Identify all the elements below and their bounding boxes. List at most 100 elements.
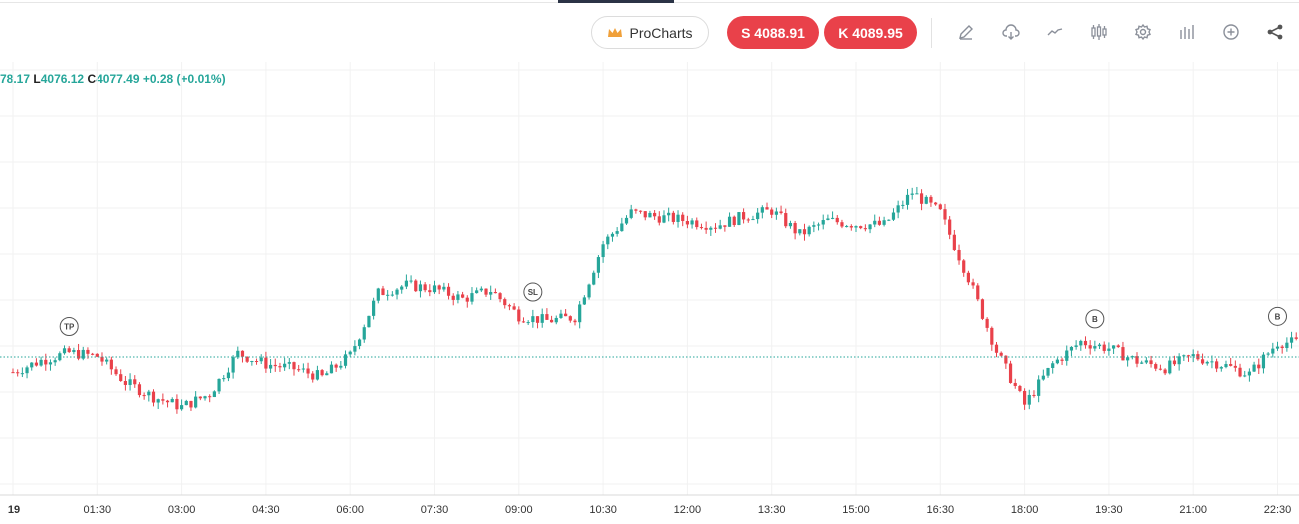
candle-up — [910, 193, 914, 195]
candle-down — [297, 369, 301, 371]
candle-up — [236, 350, 240, 358]
candle-down — [34, 362, 39, 366]
candle-up — [62, 348, 67, 354]
candle-up — [456, 294, 460, 300]
marker-label: B — [1092, 315, 1098, 324]
gear-icon[interactable] — [1133, 22, 1153, 42]
candle-down — [142, 395, 146, 397]
x-tick-label: 04:30 — [252, 504, 280, 516]
candle-up — [30, 362, 34, 368]
candle-up — [1219, 367, 1223, 369]
candle-up — [1111, 345, 1116, 349]
candle-down — [938, 204, 942, 210]
buy-button[interactable]: K 4089.95 — [824, 16, 917, 49]
candle-up — [250, 361, 254, 363]
candle-down — [863, 228, 867, 230]
candle-up — [554, 317, 558, 323]
x-tick-label: 15:00 — [842, 504, 870, 516]
pencil-icon[interactable] — [956, 22, 976, 42]
candle-down — [957, 249, 961, 261]
candle-down — [657, 216, 661, 223]
candles-icon[interactable] — [1089, 22, 1109, 42]
candle-down — [503, 299, 507, 306]
candle-down — [999, 352, 1003, 356]
candle-up — [386, 294, 390, 296]
candle-up — [1055, 359, 1059, 364]
candle-up — [582, 297, 586, 305]
candle-down — [564, 313, 568, 317]
ohlc-close-key: C — [87, 72, 97, 86]
candle-up — [690, 220, 694, 225]
marker-circle — [1268, 306, 1287, 326]
candle-down — [840, 222, 844, 227]
candle-down — [695, 220, 699, 228]
candle-up — [854, 226, 858, 228]
candle-down — [517, 309, 521, 322]
candle-up — [1074, 345, 1078, 347]
candle-up — [774, 211, 778, 215]
candle-down — [133, 379, 137, 385]
candle-up — [1247, 371, 1251, 376]
candle-up — [376, 288, 380, 301]
candle-down — [86, 349, 90, 354]
candle-down — [704, 227, 708, 230]
line-chart-icon[interactable] — [1045, 22, 1065, 42]
candle-up — [442, 286, 446, 290]
candle-up — [194, 396, 198, 408]
candle-up — [128, 379, 132, 385]
candle-up — [259, 357, 263, 362]
candle-up — [1271, 348, 1275, 354]
plus-circle-icon[interactable] — [1221, 22, 1241, 42]
candle-up — [807, 226, 811, 235]
candle-down — [1018, 385, 1022, 391]
x-tick-label: 21:00 — [1179, 504, 1207, 516]
cloud-icon[interactable] — [1001, 22, 1021, 42]
candle-up — [1182, 355, 1186, 357]
candle-down — [877, 220, 882, 225]
candle-up — [395, 289, 399, 295]
candle-up — [20, 373, 24, 375]
candle-down — [784, 213, 788, 227]
candle-down — [91, 353, 95, 355]
candle-up — [830, 217, 835, 219]
marker-label: TP — [64, 322, 75, 331]
candle-down — [713, 227, 718, 229]
candle-down — [109, 359, 113, 370]
candle-down — [264, 357, 268, 369]
candle-down — [100, 356, 104, 362]
trade-markers-layer: TP SL B B — [59, 282, 1287, 336]
candle-up — [1224, 364, 1228, 368]
marker-circle — [523, 282, 543, 302]
candle-up — [1210, 361, 1214, 363]
candle-down — [320, 370, 324, 376]
candle-up — [887, 219, 891, 221]
chart-toolbar: ProCharts S 4088.91 K 4089.95 — [0, 14, 1299, 52]
candle-down — [793, 222, 797, 234]
share-icon[interactable] — [1265, 22, 1285, 42]
candle-up — [737, 212, 741, 226]
ohlc-low-value: 4076.12 — [40, 72, 85, 86]
bars-icon[interactable] — [1177, 22, 1197, 42]
candle-down — [549, 319, 554, 323]
procharts-button[interactable]: ProCharts — [591, 16, 709, 49]
candle-up — [212, 391, 216, 398]
x-tick-label: 06:00 — [336, 504, 364, 516]
candle-down — [535, 316, 540, 323]
sell-button[interactable]: S 4088.91 — [727, 16, 819, 49]
candle-down — [976, 285, 980, 300]
candle-up — [1041, 375, 1045, 380]
candle-up — [1107, 348, 1111, 351]
candle-down — [653, 212, 657, 217]
candle-up — [283, 363, 287, 368]
candle-up — [601, 244, 605, 258]
candle-up — [676, 214, 680, 222]
candle-down — [423, 284, 427, 291]
x-tick-label: 19:30 — [1095, 504, 1123, 516]
candle-down — [770, 209, 774, 215]
candle-down — [1200, 359, 1205, 364]
candle-down — [245, 356, 249, 362]
candle-down — [334, 364, 338, 368]
candle-down — [119, 374, 123, 382]
candle-up — [1093, 346, 1097, 349]
